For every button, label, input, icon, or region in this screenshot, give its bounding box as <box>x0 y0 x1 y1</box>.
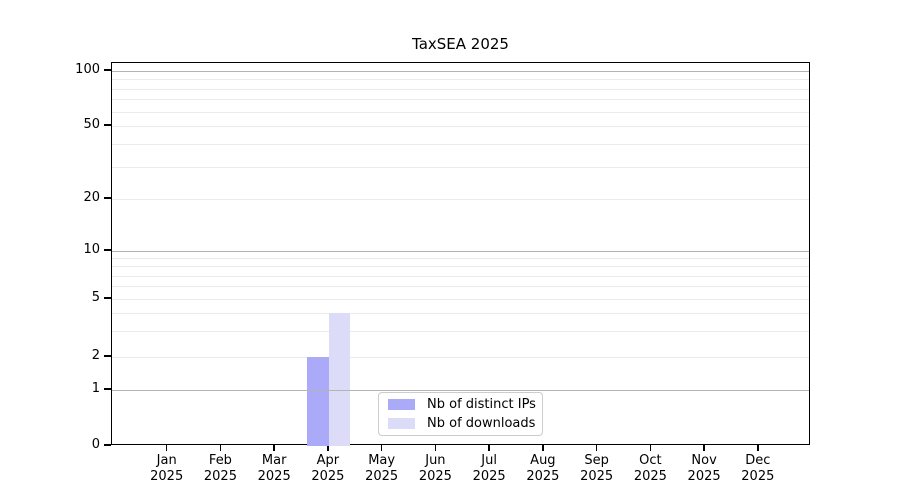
x-tick-sep-2025 <box>595 445 598 451</box>
x-tick-label-feb-2025: Feb 2025 <box>203 453 237 484</box>
y-tick-2 <box>104 355 111 357</box>
gridline-5 <box>112 299 809 300</box>
gridline-90 <box>112 79 809 81</box>
y-tick-0 <box>104 444 111 446</box>
gridline-20 <box>112 199 809 200</box>
gridline-9 <box>112 258 809 260</box>
y-tick-5 <box>104 297 111 299</box>
gridline-2 <box>112 357 809 358</box>
legend-swatch-downloads <box>388 418 415 429</box>
y-tick-100 <box>104 69 111 71</box>
bar-nb-of-distinct-ips-apr-2025 <box>307 357 329 446</box>
legend-label-downloads: Nb of downloads <box>427 416 536 431</box>
gridline-8 <box>112 266 809 268</box>
x-tick-label-jan-2025: Jan 2025 <box>150 453 184 484</box>
x-tick-oct-2025 <box>649 445 652 451</box>
gridline-10 <box>112 251 809 252</box>
y-tick-50 <box>104 124 111 126</box>
x-tick-feb-2025 <box>219 445 222 451</box>
legend-item-downloads: Nb of downloads <box>388 416 536 431</box>
x-tick-apr-2025 <box>327 445 329 451</box>
gridline-50 <box>112 126 809 127</box>
y-tick-label-1: 1 <box>91 381 100 396</box>
legend-label-distinct-ips: Nb of distinct IPs <box>427 397 536 412</box>
x-tick-label-apr-2025: Apr 2025 <box>311 453 345 484</box>
chart-title: TaxSEA 2025 <box>412 35 509 53</box>
gridline-80 <box>112 88 809 90</box>
x-tick-aug-2025 <box>542 445 544 451</box>
x-tick-label-dec-2025: Dec 2025 <box>741 453 775 484</box>
gridline-70 <box>112 99 809 101</box>
y-tick-10 <box>104 249 111 251</box>
y-tick-label-2: 2 <box>91 348 100 363</box>
x-tick-label-jun-2025: Jun 2025 <box>418 453 452 484</box>
gridline-6 <box>112 286 809 288</box>
gridline-100 <box>112 71 809 72</box>
y-tick-label-5: 5 <box>91 290 100 305</box>
x-tick-nov-2025 <box>703 445 705 451</box>
x-tick-label-aug-2025: Aug 2025 <box>526 453 560 484</box>
x-tick-label-jul-2025: Jul 2025 <box>472 453 506 484</box>
x-tick-label-sep-2025: Sep 2025 <box>580 453 614 484</box>
x-tick-label-nov-2025: Nov 2025 <box>687 453 721 484</box>
x-tick-jan-2025 <box>166 445 168 451</box>
y-tick-label-100: 100 <box>75 62 100 77</box>
legend: Nb of distinct IPs Nb of downloads <box>378 392 543 436</box>
x-tick-label-may-2025: May 2025 <box>365 453 399 484</box>
x-tick-jun-2025 <box>434 445 437 451</box>
x-tick-dec-2025 <box>757 445 759 451</box>
y-tick-label-50: 50 <box>83 117 100 132</box>
gridline-1 <box>112 390 809 391</box>
x-tick-may-2025 <box>380 445 383 451</box>
y-tick-1 <box>104 388 111 390</box>
y-tick-label-20: 20 <box>83 190 100 205</box>
x-tick-jul-2025 <box>488 445 490 451</box>
bar-nb-of-downloads-apr-2025 <box>328 313 351 446</box>
gridline-30 <box>112 166 809 168</box>
y-tick-20 <box>104 197 111 199</box>
legend-item-distinct-ips: Nb of distinct IPs <box>388 397 536 412</box>
x-tick-label-oct-2025: Oct 2025 <box>633 453 667 484</box>
gridline-40 <box>112 143 809 145</box>
gridline-60 <box>112 111 809 113</box>
x-tick-mar-2025 <box>273 445 275 451</box>
legend-swatch-distinct-ips <box>388 399 415 410</box>
gridline-7 <box>112 275 809 277</box>
plot-area: Nb of distinct IPs Nb of downloads <box>111 62 810 446</box>
y-tick-label-10: 10 <box>83 242 100 257</box>
gridline-3 <box>112 331 809 333</box>
gridline-4 <box>112 313 809 315</box>
y-tick-label-0: 0 <box>91 437 100 452</box>
x-tick-label-mar-2025: Mar 2025 <box>257 453 291 484</box>
